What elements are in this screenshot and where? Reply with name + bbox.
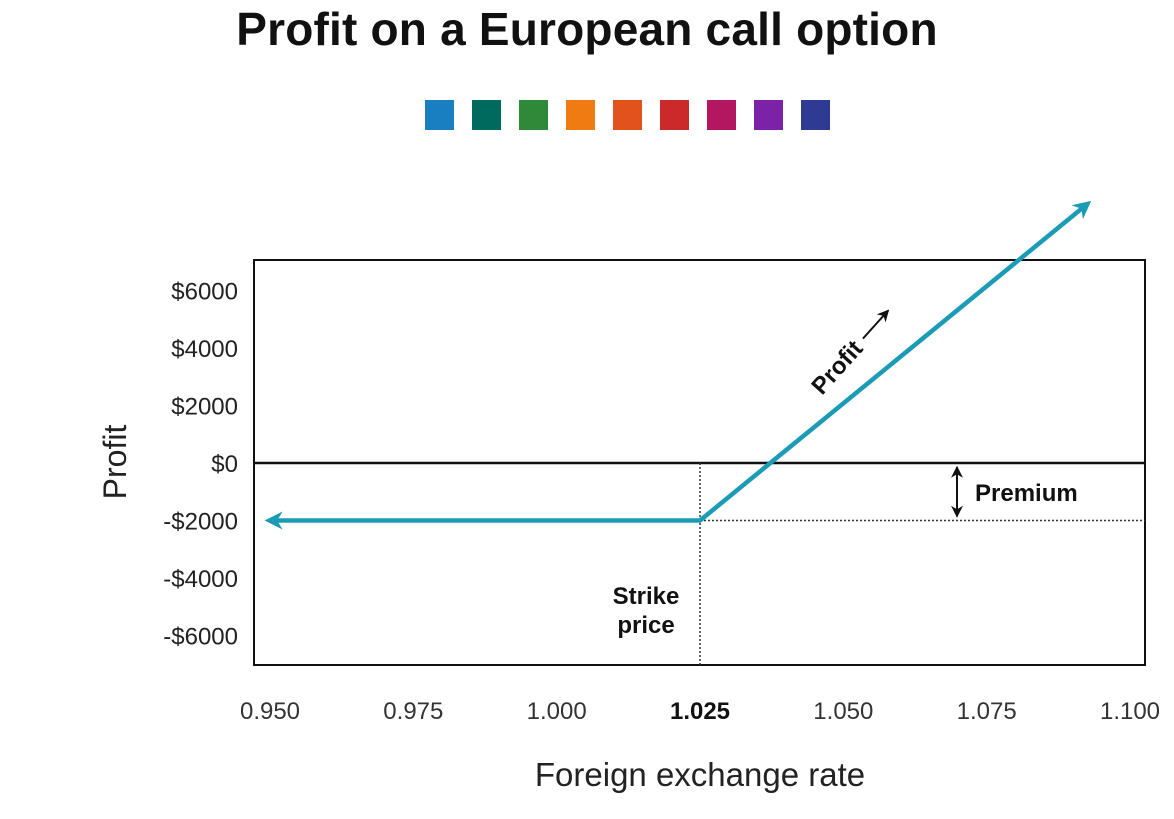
color-swatch <box>754 100 783 130</box>
profit-annotation: Profit <box>806 309 890 400</box>
x-axis-label: Foreign exchange rate <box>535 756 865 793</box>
strike-price-label-line1: Strike <box>613 583 680 610</box>
y-tick-label: $2000 <box>171 394 238 421</box>
color-swatch <box>472 100 501 130</box>
color-swatch <box>613 100 642 130</box>
chart-title: Profit on a European call option <box>236 3 938 55</box>
x-tick-label: 0.950 <box>240 698 300 725</box>
y-tick-label: -$2000 <box>163 509 238 536</box>
x-tick-label: 1.075 <box>957 698 1017 725</box>
x-tick-label: 1.025 <box>670 698 730 725</box>
y-axis-ticks: $6000 $4000 $2000 $0 -$2000 -$4000 -$6000 <box>163 279 238 651</box>
profit-line <box>264 200 1092 530</box>
y-tick-label: -$6000 <box>163 624 238 651</box>
x-tick-label: 1.100 <box>1100 698 1160 725</box>
color-swatch <box>707 100 736 130</box>
y-tick-label: $6000 <box>171 279 238 306</box>
color-swatch <box>660 100 689 130</box>
premium-label: Premium <box>975 480 1078 507</box>
color-swatch <box>519 100 548 130</box>
x-tick-label: 1.000 <box>527 698 587 725</box>
x-axis-ticks: 0.950 0.975 1.000 1.025 1.050 1.075 1.100 <box>240 698 1160 725</box>
color-swatch <box>425 100 454 130</box>
strike-price-label-line2: price <box>617 612 674 639</box>
color-swatch <box>566 100 595 130</box>
profit-annotation-arrow <box>862 309 890 340</box>
profit-series <box>264 200 1092 530</box>
y-tick-label: -$4000 <box>163 566 238 593</box>
color-swatch <box>801 100 830 130</box>
y-tick-label: $4000 <box>171 336 238 363</box>
x-tick-label: 1.050 <box>813 698 873 725</box>
x-tick-label: 0.975 <box>383 698 443 725</box>
y-tick-label: $0 <box>211 451 238 478</box>
y-axis-label: Profit <box>97 425 133 500</box>
